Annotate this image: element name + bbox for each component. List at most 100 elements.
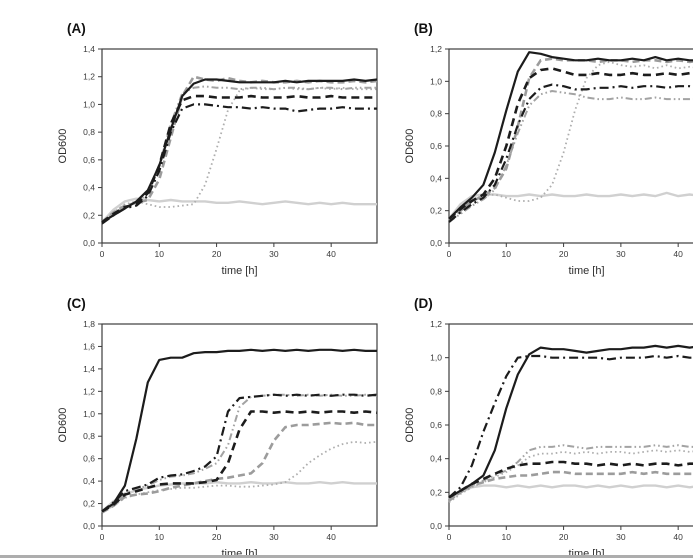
x-tick-label: 0 — [447, 249, 452, 259]
y-tick-label: 1,0 — [430, 76, 442, 86]
series-black-dash-dot — [101, 393, 378, 513]
panel-b-label: (B) — [414, 21, 433, 36]
y-tick-label: 0,4 — [83, 476, 95, 486]
y-tick-label: 1,6 — [83, 341, 95, 351]
y-tick-label: 0,4 — [430, 173, 442, 183]
y-tick-label: 0,0 — [83, 521, 95, 531]
series-gray-dotted — [448, 449, 693, 504]
x-tick-label: 40 — [673, 249, 683, 259]
y-tick-label: 0,0 — [430, 521, 442, 531]
y-tick-label: 0,8 — [83, 127, 95, 137]
series-gray-dash-dot-dot — [101, 85, 377, 225]
series-black-dashed — [448, 460, 693, 499]
y-tick-label: 0,6 — [83, 454, 95, 464]
series-black-dashed — [101, 410, 378, 513]
growth-curve-chart-a: 0 10 20 30 40 0,0 0,2 0,4 0,6 0,8 1,0 1,2 1,4 time [h… — [57, 44, 378, 277]
y-tick-label: 0,0 — [430, 238, 442, 248]
series-gray-dashed — [101, 421, 377, 514]
y-tick-label: 1,0 — [430, 353, 442, 363]
series-light-gray-solid — [448, 191, 693, 220]
x-tick-label: 10 — [155, 532, 165, 542]
y-tick-label: 0,6 — [430, 420, 442, 430]
panel-c-label: (C) — [67, 296, 86, 311]
y-tick-label: 1,0 — [83, 99, 95, 109]
series-black-dash-dot — [448, 354, 693, 499]
y-tick-label: 0,8 — [430, 386, 442, 396]
panel-d-label: (D) — [414, 296, 433, 311]
series-gray-dash-dot-dot — [448, 90, 693, 223]
y-tick-label: 1,8 — [83, 319, 95, 329]
series-black-dash-dot — [101, 103, 377, 225]
y-tick-label: 0,2 — [83, 210, 95, 220]
series-black-solid — [448, 51, 693, 220]
series-light-gray-solid — [448, 484, 693, 501]
x-tick-label: 20 — [559, 249, 569, 259]
x-axis-title: time [h] — [568, 265, 604, 277]
x-axis-title: time [h] — [221, 265, 257, 277]
x-axis-title: time [h] — [221, 548, 257, 558]
series-black-dash-dot — [448, 83, 693, 223]
y-tick-label: 1,2 — [430, 319, 442, 329]
panel-a-label: (A) — [67, 21, 86, 36]
x-tick-label: 20 — [559, 532, 569, 542]
x-tick-label: 0 — [100, 532, 105, 542]
plot-frame — [448, 48, 693, 244]
y-tick-label: 1,4 — [83, 364, 95, 374]
series-black-dashed — [101, 94, 377, 224]
x-tick-label: 40 — [326, 532, 336, 542]
series-black-solid — [101, 348, 377, 513]
growth-curve-chart-c: 0 10 20 30 40 0,0 0,2 0,4 0,6 0,8 1,0 1,2 1,4 1,6 1,8 t… — [57, 319, 378, 558]
y-axis-title: OD600 — [57, 408, 69, 443]
y-tick-label: 1,4 — [83, 44, 95, 54]
y-tick-label: 0,8 — [430, 109, 442, 119]
x-tick-label: 20 — [212, 532, 222, 542]
x-tick-label: 0 — [100, 249, 105, 259]
growth-curve-chart-d: 0 10 20 30 40 0,0 0,2 0,4 0,6 0,8 1,0 1,2 time [h] OD… — [404, 319, 693, 558]
y-axis-title: OD600 — [57, 129, 69, 164]
panel-d: (D) 0 10 20 30 40 0,0 0,2 0,4 0,6 0,8 1,0 1,2 time [… — [387, 291, 693, 558]
series-gray-dotted — [101, 440, 378, 514]
y-tick-label: 0,4 — [83, 183, 95, 193]
y-tick-label: 1,2 — [430, 44, 442, 54]
y-tick-label: 0,4 — [430, 454, 442, 464]
series-gray-dashed — [448, 57, 693, 222]
series-gray-dashed — [448, 470, 693, 502]
y-axis-title: OD600 — [404, 408, 416, 443]
y-tick-label: 0,2 — [83, 499, 95, 509]
x-tick-label: 30 — [616, 532, 626, 542]
plot-frame — [101, 48, 378, 244]
x-tick-label: 10 — [502, 532, 512, 542]
panel-a: (A) 0 10 20 30 40 0,0 0,2 0,4 0,6 0,8 1,0 1,2 1,4 tim… — [40, 16, 386, 291]
x-tick-label: 30 — [269, 532, 279, 542]
series-black-solid — [101, 78, 378, 224]
series-gray-dash-dot-dot — [448, 444, 693, 502]
y-tick-label: 0,8 — [83, 431, 95, 441]
y-tick-label: 0,2 — [430, 487, 442, 497]
x-tick-label: 20 — [212, 249, 222, 259]
y-tick-label: 1,0 — [83, 409, 95, 419]
x-tick-label: 10 — [502, 249, 512, 259]
y-axis-title: OD600 — [404, 129, 416, 164]
x-tick-label: 0 — [447, 532, 452, 542]
x-tick-label: 30 — [269, 249, 279, 259]
page-bottom-border — [0, 555, 693, 558]
y-tick-label: 1,2 — [83, 386, 95, 396]
panel-b: (B) 0 10 20 30 40 0,0 0,2 0,4 0,6 0,8 1,0 1,2 time [… — [387, 16, 693, 291]
growth-curve-chart-b: 0 10 20 30 40 0,0 0,2 0,4 0,6 0,8 1,0 1,2 time [h] OD… — [404, 44, 693, 277]
x-tick-label: 40 — [326, 249, 336, 259]
series-light-gray-solid — [101, 197, 377, 224]
y-tick-label: 0,6 — [83, 155, 95, 165]
y-tick-label: 0,2 — [430, 206, 442, 216]
x-axis-title: time [h] — [568, 548, 604, 558]
plot-frame — [101, 323, 378, 527]
y-tick-label: 0,6 — [430, 141, 442, 151]
x-tick-label: 10 — [155, 249, 165, 259]
series-gray-dashed — [101, 75, 378, 224]
x-tick-label: 40 — [673, 532, 683, 542]
panel-c: (C) 0 10 20 30 40 0,0 0,2 0,4 0,6 0,8 1,0 1,2 1,4 1,6… — [40, 291, 386, 558]
y-tick-label: 0,0 — [83, 238, 95, 248]
x-tick-label: 30 — [616, 249, 626, 259]
y-tick-label: 1,2 — [83, 72, 95, 82]
series-black-solid — [448, 344, 693, 499]
